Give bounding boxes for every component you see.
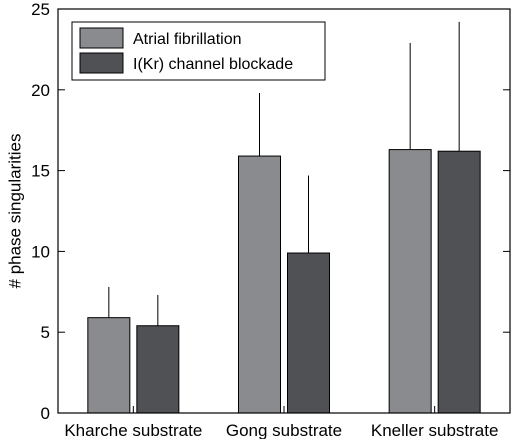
bar [388, 149, 432, 414]
y-tick-label: 15 [31, 162, 50, 181]
legend-swatch [79, 52, 124, 74]
y-axis-label: # phase singularities [5, 134, 24, 289]
plot-area [87, 21, 481, 414]
legend: Atrial fibrillation I(Kr) channel blockad… [71, 21, 326, 81]
x-tick-label: Gong substrate [226, 421, 342, 439]
bar [87, 317, 131, 414]
legend-label: I(Kr) channel blockade [133, 56, 293, 73]
x-tick-label: Kneller substrate [371, 421, 499, 439]
y-tick-label: 0 [41, 404, 50, 423]
bar [136, 325, 180, 414]
bar [238, 155, 281, 414]
legend-label: Atrial fibrillation [133, 31, 241, 48]
y-axis: 0 5 10 15 20 25 [31, 0, 510, 423]
bar [287, 252, 330, 414]
y-tick-label: 5 [41, 323, 50, 342]
legend-swatch [79, 27, 124, 49]
y-tick-label: 20 [31, 81, 50, 100]
x-tick-label: Kharche substrate [64, 421, 202, 439]
bar [437, 150, 481, 414]
x-axis: Kharche substrate Gong substrate Kneller s… [64, 421, 498, 439]
y-tick-label: 25 [31, 0, 50, 19]
y-tick-label: 10 [31, 242, 50, 261]
